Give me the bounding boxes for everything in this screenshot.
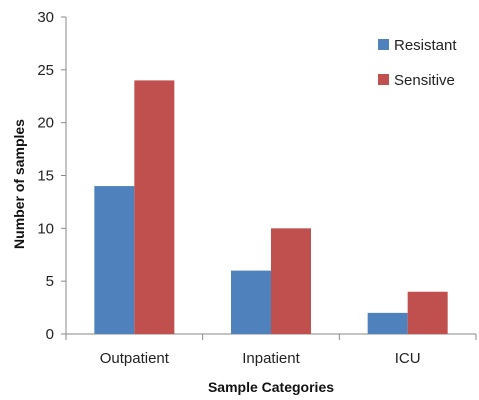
bar-sensitive-icu (408, 292, 448, 334)
bar-sensitive-outpatient (134, 80, 174, 334)
legend-label-sensitive: Sensitive (394, 72, 455, 89)
y-tick-label: 25 (37, 62, 54, 79)
x-tick-label: ICU (395, 350, 421, 367)
bar-resistant-outpatient (94, 186, 134, 334)
x-axis: Outpatient Inpatient ICU (66, 334, 476, 367)
legend-swatch-resistant (378, 39, 389, 50)
legend: Resistant Sensitive (378, 37, 457, 89)
y-tick-label: 10 (37, 220, 54, 237)
legend-swatch-sensitive (378, 74, 389, 85)
y-tick-label: 5 (46, 273, 54, 290)
y-axis-title: Number of samples (11, 119, 27, 249)
y-tick-label: 15 (37, 168, 54, 185)
legend-label-resistant: Resistant (394, 37, 457, 54)
y-tick-label: 20 (37, 115, 54, 132)
x-tick-label: Outpatient (100, 350, 170, 367)
bar-resistant-icu (368, 313, 408, 334)
bar-sensitive-inpatient (271, 228, 311, 334)
y-tick-label: 0 (46, 326, 54, 343)
y-axis: 0 5 10 15 20 25 30 (37, 9, 66, 343)
x-axis-title: Sample Categories (208, 379, 334, 395)
y-tick-label: 30 (37, 9, 54, 26)
bars (94, 80, 447, 334)
bar-resistant-inpatient (231, 271, 271, 334)
x-tick-label: Inpatient (242, 350, 300, 367)
